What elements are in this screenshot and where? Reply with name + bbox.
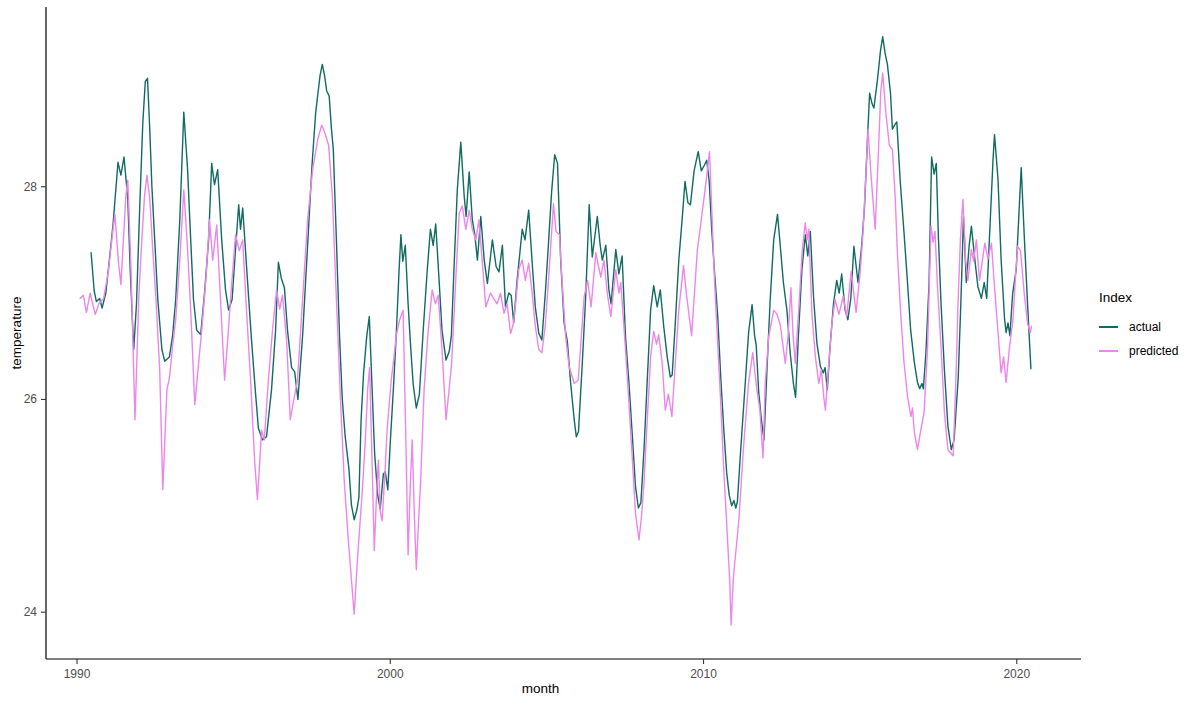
legend-key-actual-line bbox=[1099, 326, 1118, 328]
x-axis-title: month bbox=[0, 681, 1081, 696]
legend-item-predicted: predicted bbox=[1099, 339, 1199, 363]
y-tick-label: 24 bbox=[24, 605, 38, 619]
legend-item-actual: actual bbox=[1099, 315, 1199, 339]
legend-items: actual predicted bbox=[1099, 315, 1199, 363]
y-tick-label: 28 bbox=[24, 180, 38, 194]
legend-key-predicted-line bbox=[1099, 350, 1118, 352]
y-axis-title: temperature bbox=[9, 297, 24, 370]
y-tick-label: 26 bbox=[24, 392, 38, 406]
legend-label: predicted bbox=[1129, 344, 1178, 358]
x-tick-label: 1990 bbox=[64, 667, 91, 681]
x-tick-label: 2020 bbox=[1003, 667, 1030, 681]
legend-label: actual bbox=[1129, 320, 1161, 334]
legend: Index actual predicted bbox=[1099, 290, 1199, 363]
figure: 1990 2000 2010 2020 24 26 28 month temperature… bbox=[0, 0, 1200, 704]
legend-title: Index bbox=[1099, 290, 1199, 305]
x-tick-label: 2000 bbox=[377, 667, 404, 681]
series-line-predicted bbox=[80, 73, 1031, 625]
x-tick-label: 2010 bbox=[690, 667, 717, 681]
line-chart: 1990 2000 2010 2020 24 26 28 bbox=[0, 0, 1200, 704]
